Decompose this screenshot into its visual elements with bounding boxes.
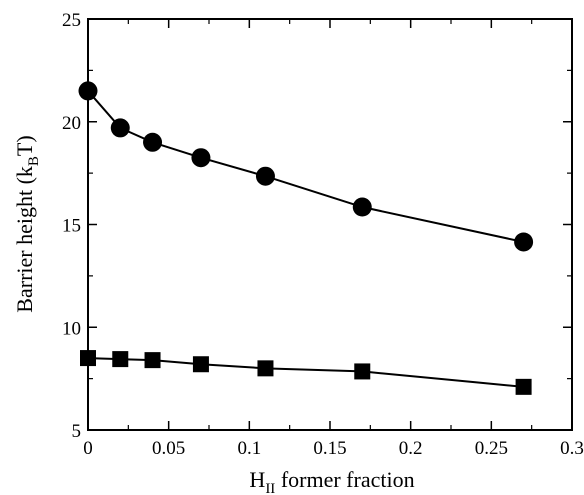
- tick-labels: 0 0.05 0.1 0.15 0.2 0.25 0.3 5 10 15 20 25: [62, 10, 584, 459]
- data-point-circle: [110, 118, 130, 138]
- plot-border: [87, 18, 573, 431]
- data-point-square: [80, 350, 96, 367]
- data-point-square: [144, 352, 161, 369]
- x-tick-label: 0.2: [399, 438, 423, 459]
- data-point-circle: [143, 132, 163, 152]
- data-point-circle: [191, 148, 211, 168]
- x-tick-label: 0.3: [560, 438, 584, 459]
- y-axis-label-subscript: B: [26, 156, 42, 166]
- plot-frame: [87, 18, 573, 431]
- axis-ticks: [87, 18, 573, 431]
- x-tick-label: 0.05: [152, 438, 185, 459]
- y-tick-label: 20: [62, 113, 81, 134]
- series-line-circle: [87, 90, 524, 243]
- x-axis-label: HII former fraction: [249, 467, 414, 495]
- x-tick-label: 0.1: [237, 438, 261, 459]
- series-layer: [78, 81, 534, 395]
- x-axis-label-subscript: II: [265, 481, 275, 495]
- y-tick-label: 10: [62, 318, 81, 339]
- series-circle: [78, 81, 534, 252]
- y-axis-label-main: Barrier height (k: [12, 166, 37, 313]
- y-axis-label: Barrier height (kBT): [12, 135, 42, 312]
- data-point-square: [354, 363, 371, 380]
- y-tick-label: 15: [62, 216, 81, 237]
- x-axis-label-rest: former fraction: [275, 467, 414, 492]
- series-square: [80, 350, 532, 395]
- data-point-square: [257, 360, 274, 377]
- y-tick-label: 5: [72, 421, 82, 442]
- y-tick-label: 25: [62, 10, 81, 31]
- x-tick-label: 0.15: [313, 438, 346, 459]
- x-axis-label-main: H: [249, 467, 265, 492]
- x-tick-label: 0.25: [475, 438, 508, 459]
- data-point-circle: [352, 197, 372, 217]
- data-point-square: [112, 351, 129, 368]
- y-axis-label-rest: T): [12, 135, 37, 156]
- data-point-square: [192, 356, 209, 373]
- data-point-circle: [255, 166, 275, 186]
- data-point-circle: [514, 232, 534, 252]
- data-point-circle: [78, 81, 98, 101]
- data-point-square: [515, 378, 532, 395]
- x-tick-label: 0: [83, 438, 93, 459]
